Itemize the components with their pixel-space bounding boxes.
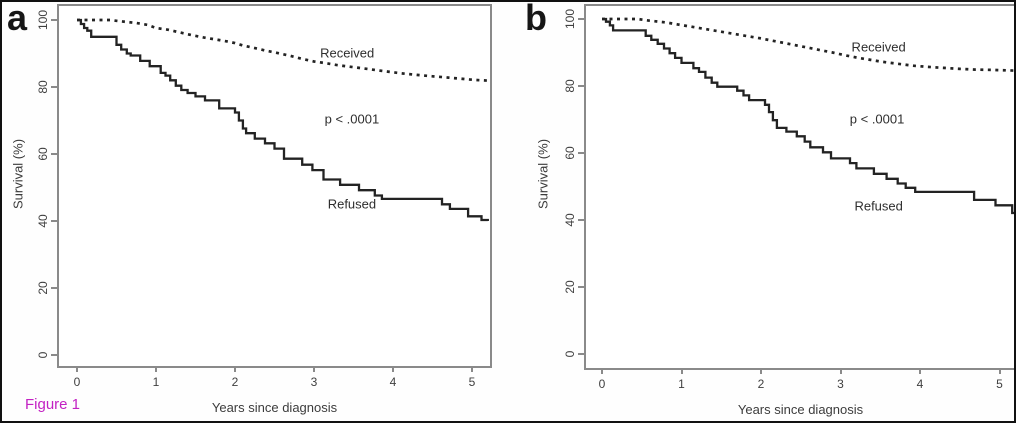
- y-tick: [578, 152, 584, 154]
- y-tick-label: 60: [36, 147, 50, 161]
- y-tick-label: 80: [563, 79, 577, 93]
- x-tick-label: 5: [996, 377, 1003, 391]
- y-tick: [578, 353, 584, 355]
- y-tick-label: 0: [36, 351, 50, 359]
- y-tick: [51, 153, 57, 155]
- panel-a-y-axis-title: Survival (%): [10, 138, 26, 210]
- x-tick: [760, 368, 762, 374]
- panel-b-plot-area: 0 1 2 3 4 5 0 20 40 60 80 100 Received p < .0001 Refus…: [563, 4, 1014, 391]
- y-tick: [578, 18, 584, 20]
- panel-b-curves-svg: [602, 17, 1014, 215]
- panel-a-x-axis-title: Years since diagnosis: [211, 400, 338, 415]
- x-tick: [155, 366, 157, 372]
- y-tick-label: 100: [563, 8, 577, 30]
- x-tick-label: 0: [598, 377, 606, 391]
- y-tick: [51, 220, 57, 222]
- annotation-p-0001: p < .0001: [849, 111, 905, 127]
- x-tick-label: 3: [310, 375, 318, 389]
- curve-received: [602, 17, 1014, 72]
- panel-a-letter: a: [7, 0, 28, 38]
- x-tick-label: 3: [837, 377, 844, 391]
- x-tick-label: 1: [152, 375, 160, 389]
- annotation-received: Received: [320, 45, 375, 61]
- x-tick-label: 4: [916, 377, 924, 391]
- annotation-received: Received: [851, 39, 906, 55]
- x-tick: [234, 366, 236, 372]
- y-tick-label: 60: [563, 146, 577, 160]
- figure-caption: Figure 1: [25, 396, 81, 413]
- x-tick-label: 5: [468, 375, 476, 389]
- y-tick-label: 80: [36, 80, 50, 94]
- curve-refused: [77, 18, 489, 222]
- curve-received: [77, 18, 488, 82]
- x-tick: [998, 368, 1001, 374]
- x-tick: [919, 368, 921, 374]
- x-tick: [392, 366, 394, 372]
- y-tick: [578, 219, 584, 221]
- y-tick-label: 0: [563, 350, 577, 358]
- y-tick-label: 40: [36, 214, 50, 228]
- curve-refused: [602, 17, 1014, 215]
- x-tick-label: 2: [757, 377, 765, 391]
- x-tick-label: 2: [231, 375, 239, 389]
- annotation-p-0001: p < .0001: [324, 111, 380, 127]
- panel-a-plot-area: 0 1 2 3 4 5 0 20 40 60 80 100 Received p < .0001 Refus…: [36, 4, 492, 389]
- x-tick-label: 0: [73, 375, 81, 389]
- y-tick-label: 20: [563, 280, 577, 294]
- x-tick-label: 1: [678, 377, 685, 391]
- y-tick: [578, 85, 584, 87]
- x-tick: [839, 368, 842, 374]
- y-tick-label: 20: [36, 281, 50, 295]
- panel-b-letter: b: [525, 0, 547, 38]
- x-tick: [471, 366, 473, 372]
- x-tick: [313, 366, 315, 372]
- annotation-refused: Refused: [327, 196, 377, 212]
- panel-a-curves-svg: [77, 18, 489, 222]
- y-tick: [51, 354, 57, 356]
- x-tick: [680, 368, 683, 374]
- y-tick: [51, 19, 57, 21]
- panel-b-y-axis-title: Survival (%): [535, 138, 551, 210]
- y-tick: [51, 86, 57, 88]
- y-tick-label: 40: [563, 213, 577, 227]
- y-tick: [578, 286, 584, 288]
- y-tick: [51, 287, 57, 289]
- panel-b-x-axis-title: Years since diagnosis: [737, 402, 864, 417]
- annotation-refused: Refused: [854, 198, 903, 214]
- x-tick-label: 4: [389, 375, 397, 389]
- x-tick: [76, 366, 78, 372]
- x-tick: [601, 368, 603, 374]
- y-tick-label: 100: [36, 9, 50, 31]
